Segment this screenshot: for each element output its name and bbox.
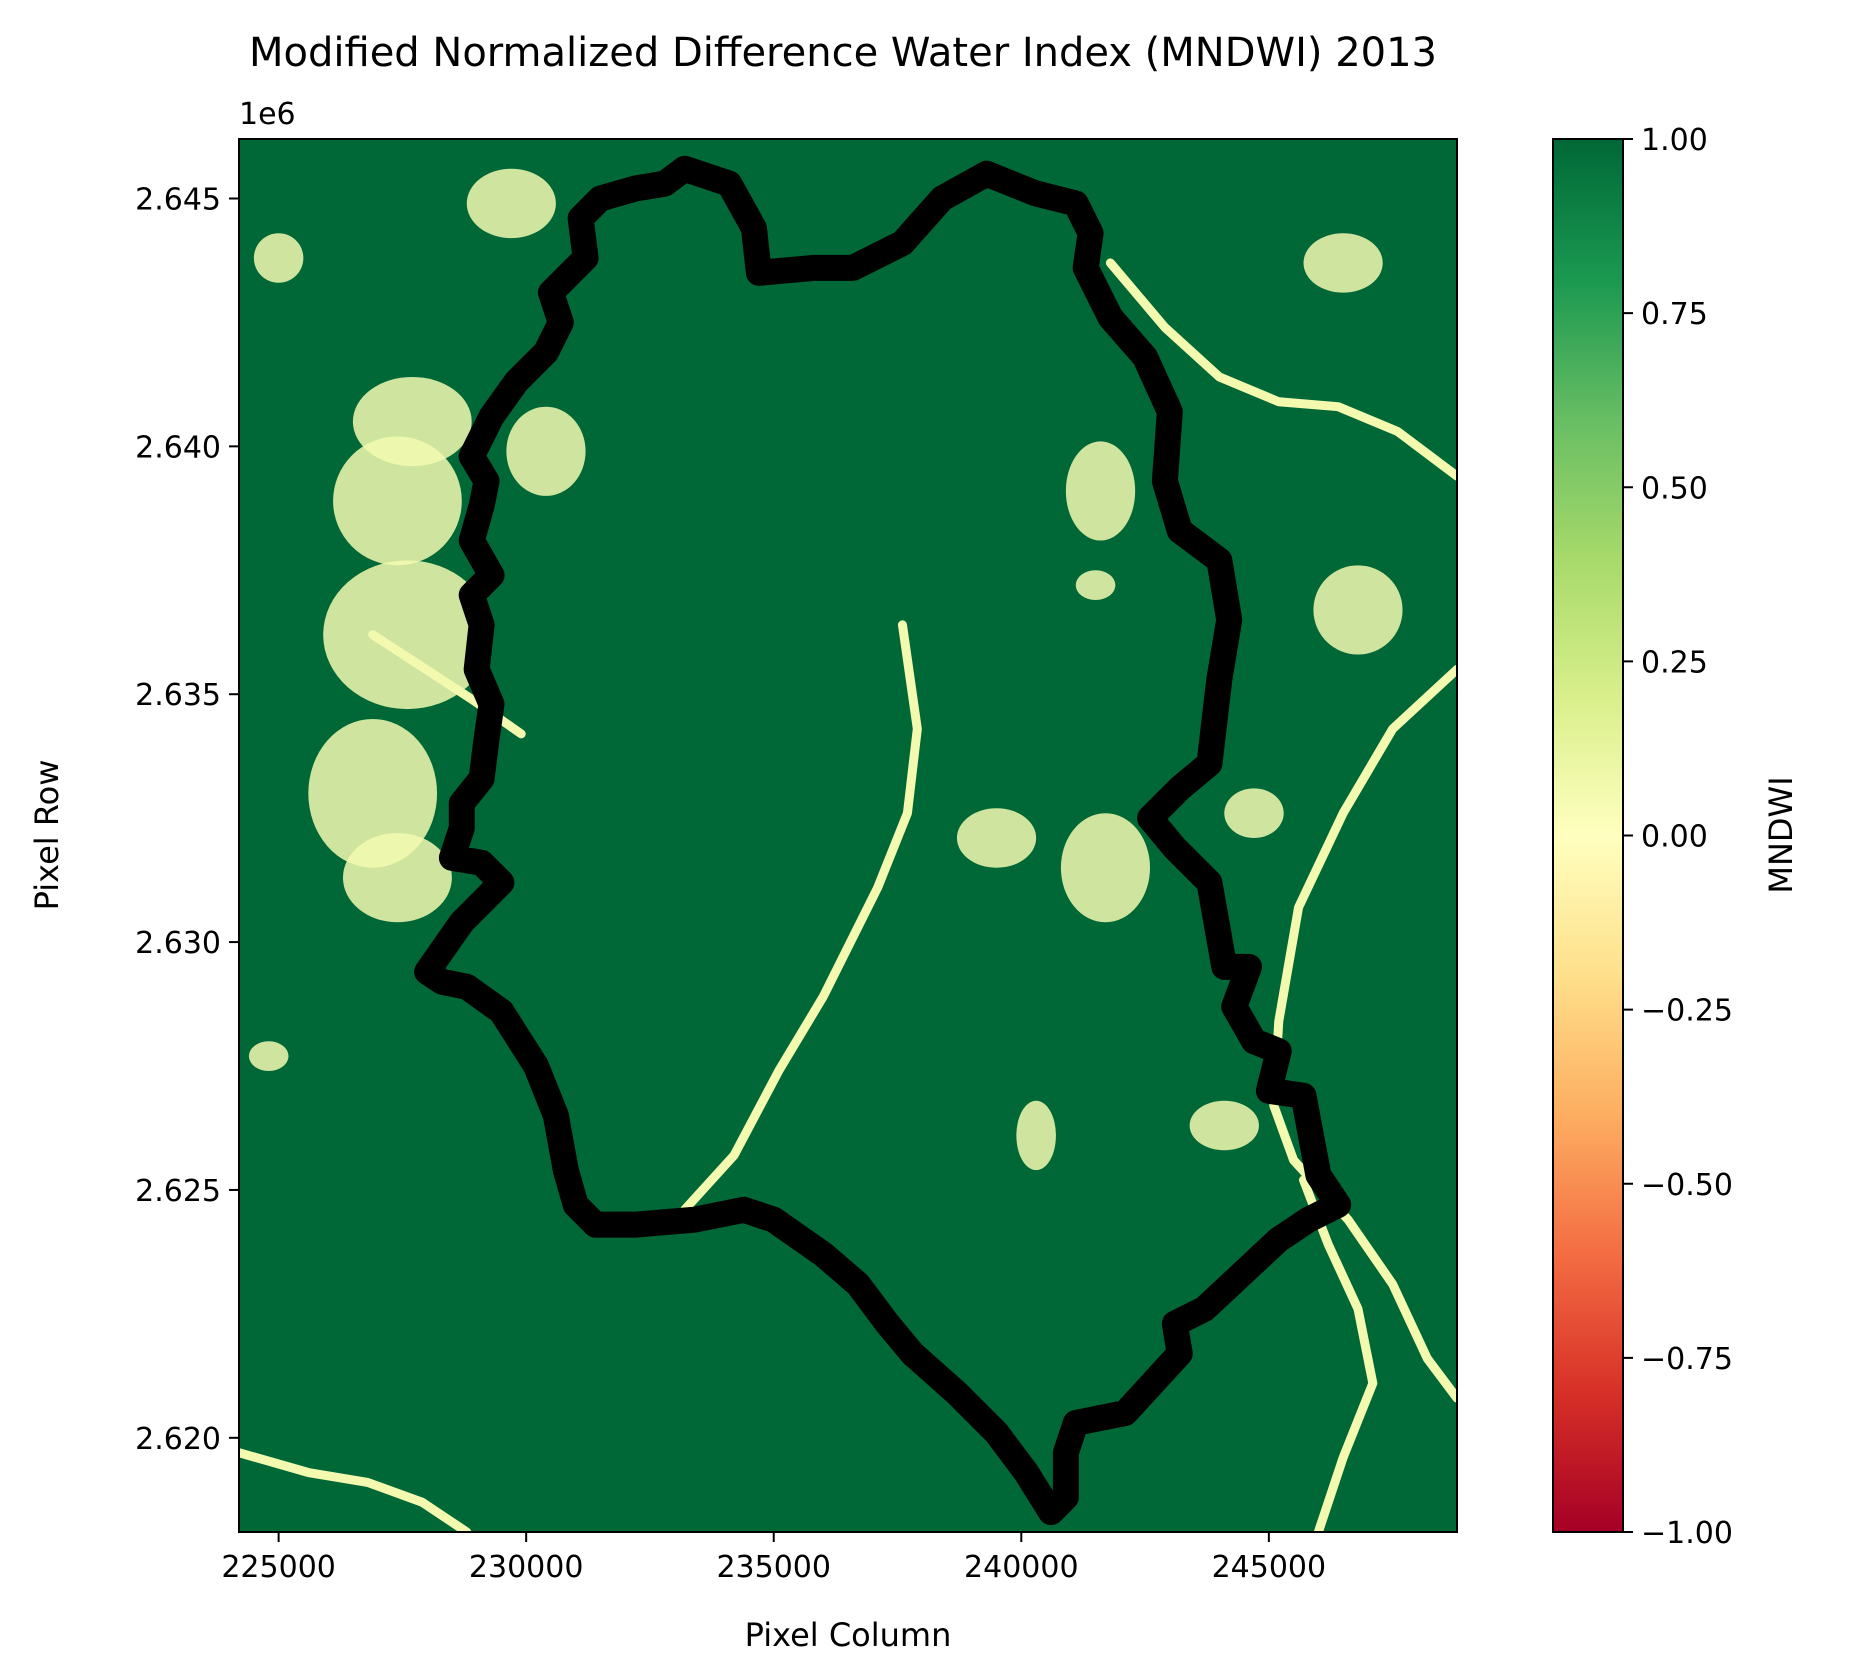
low-mndwi-patch <box>956 808 1037 868</box>
x-axis-label: Pixel Column <box>745 1616 952 1654</box>
y-tick-label: 2.635 <box>135 678 221 713</box>
low-mndwi-patch <box>1313 565 1403 655</box>
y-tick-label: 2.630 <box>135 926 221 961</box>
low-mndwi-patch <box>1016 1100 1056 1171</box>
low-mndwi-channel <box>1105 258 1457 481</box>
low-mndwi-channel <box>368 630 526 739</box>
low-mndwi-patch <box>333 436 462 566</box>
low-mndwi-patch <box>1189 1100 1259 1151</box>
chart-title: Modified Normalized Difference Water Ind… <box>249 30 1437 76</box>
x-tick-label: 245000 <box>1212 1550 1327 1585</box>
y-tick-label: 2.620 <box>135 1422 221 1457</box>
colorbar-tick-label: −1.00 <box>1641 1516 1733 1551</box>
colorbar-tick-label: −0.25 <box>1641 994 1733 1029</box>
low-mndwi-patch <box>1224 788 1284 838</box>
colorbar-ticks: 1.00 0.75 0.50 0.25 0.00 −0.25 −0.50 −0.75 −1.00 <box>1623 123 1733 1551</box>
colorbar-label: MNDWI <box>1762 776 1800 893</box>
low-mndwi-channel <box>1299 1175 1378 1532</box>
y-axis: 2.620 2.625 2.630 2.635 2.640 2.645 <box>135 182 239 1457</box>
low-mndwi-patch <box>323 560 492 710</box>
x-tick-label: 240000 <box>964 1550 1079 1585</box>
low-mndwi-patch <box>1075 570 1116 601</box>
plot-frame <box>238 138 1458 1533</box>
low-mndwi-patch <box>466 168 556 239</box>
low-mndwi-patch <box>253 233 304 283</box>
low-mndwi-patch <box>248 1041 289 1071</box>
colorbar-tick-label: 1.00 <box>1641 123 1708 158</box>
colorbar-bar <box>1552 138 1624 1533</box>
low-mndwi-patch <box>308 719 438 868</box>
colorbar-tick-label: 0.00 <box>1641 820 1708 855</box>
low-mndwi-channel <box>1269 664 1457 1403</box>
low-mndwi-patch <box>1065 441 1136 541</box>
y-tick-label: 2.640 <box>135 430 221 465</box>
watershed-boundary <box>414 155 1352 1526</box>
low-mndwi-channel <box>239 1448 472 1532</box>
low-mndwi-patch <box>342 833 452 923</box>
x-tick-label: 230000 <box>469 1550 584 1585</box>
low-mndwi-patch <box>1303 233 1383 293</box>
x-tick-label: 235000 <box>716 1550 831 1585</box>
low-value-features <box>239 168 1457 1532</box>
colorbar-tick-label: −0.50 <box>1641 1168 1733 1203</box>
y-tick-label: 2.645 <box>135 182 221 217</box>
low-mndwi-channel <box>680 620 922 1215</box>
x-tick-label: 225000 <box>221 1550 336 1585</box>
colorbar: 1.00 0.75 0.50 0.25 0.00 −0.25 −0.50 −0.75 −1.00… <box>1552 123 1800 1551</box>
colorbar-tick-label: 0.75 <box>1641 297 1708 332</box>
y-tick-label: 2.625 <box>135 1174 221 1209</box>
colorbar-tick-label: 0.25 <box>1641 645 1708 680</box>
low-mndwi-patch <box>506 406 586 496</box>
low-mndwi-patch <box>1060 813 1151 923</box>
y-offset-label: 1e6 <box>239 97 296 132</box>
plot-area <box>238 138 1458 1533</box>
x-axis: 225000 230000 235000 240000 245000 <box>221 1532 1326 1585</box>
colorbar-tick-label: −0.75 <box>1641 1342 1733 1377</box>
y-axis-label: Pixel Row <box>28 760 66 911</box>
colorbar-tick-label: 0.50 <box>1641 471 1708 506</box>
